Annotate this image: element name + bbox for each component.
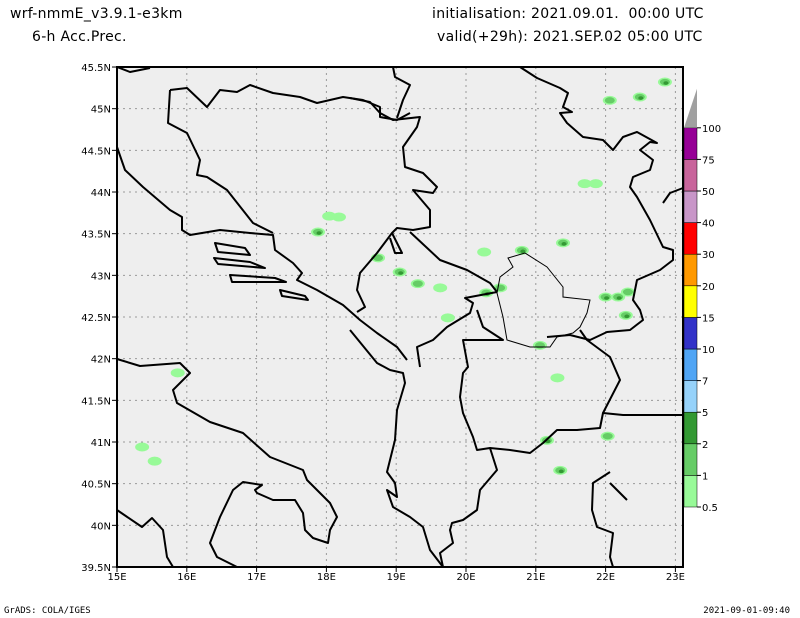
colorbar-segment (683, 317, 698, 350)
colorbar-label: 75 (702, 155, 715, 166)
colorbar-segment (683, 159, 698, 192)
lat-tick-label: 44.5N (81, 146, 111, 157)
colorbar-label: 10 (702, 345, 715, 356)
colorbar-label: 1 (702, 471, 708, 482)
lon-tick-label: 21E (526, 572, 545, 583)
precip-cell-peak (558, 469, 564, 474)
colorbar-segment (683, 285, 698, 318)
precip-cell (440, 313, 455, 323)
lat-tick-label: 39.5N (81, 563, 111, 574)
lon-tick-label: 15E (107, 572, 126, 583)
footer-credit: GrADS: COLA/IGES (4, 606, 91, 616)
initialisation-time: initialisation: 2021.09.01. 00:00 UTC (432, 6, 704, 22)
precip-cell (550, 373, 565, 383)
colorbar-label: 100 (702, 124, 721, 135)
precip-cell-peak (398, 271, 404, 275)
lat-tick-label: 41.5N (81, 396, 111, 407)
precip-cell-peak (316, 231, 322, 235)
lat-tick-label: 40.5N (81, 480, 111, 491)
lat-tick-label: 40N (91, 521, 111, 532)
lon-tick-label: 18E (317, 572, 336, 583)
precip-cell-peak (604, 296, 610, 300)
colorbar-label: 50 (702, 187, 715, 198)
colorbar-label: 40 (702, 219, 715, 230)
precip-cell-core (412, 280, 423, 287)
precip-cell-peak (663, 81, 669, 85)
lon-tick-label: 17E (247, 572, 266, 583)
lat-tick-label: 42N (91, 355, 111, 366)
colorbar-label: 5 (702, 408, 708, 419)
precip-cell (477, 247, 492, 257)
precip-cell (170, 368, 185, 378)
colorbar-segment (683, 443, 698, 476)
lat-tick-label: 44N (91, 188, 111, 199)
model-title: wrf-nmmE_v3.9.1-e3km (10, 6, 183, 22)
lon-tick-label: 16E (177, 572, 196, 583)
colorbar-label: 7 (702, 377, 708, 388)
precip-cell (588, 179, 603, 189)
coastlines-and-borders (116, 66, 684, 568)
precip-cell (135, 442, 150, 452)
colorbar-label: 30 (702, 250, 715, 261)
lon-tick-label: 20E (456, 572, 475, 583)
colorbar-label: 20 (702, 282, 715, 293)
footer-timestamp: 2021-09-01-09:40 (703, 606, 790, 616)
field-title: 6-h Acc.Prec. (32, 29, 127, 45)
colorbar-segment (683, 253, 698, 287)
precip-cell (331, 212, 346, 222)
lat-tick-label: 45.5N (81, 63, 111, 74)
precip-cell-peak (520, 249, 526, 254)
precip-cell-peak (616, 296, 622, 300)
lat-tick-label: 45N (91, 105, 111, 116)
precip-cells (135, 77, 672, 475)
axis-labels: 15E 16E 17E 18E 19E 20E 21E 22E 23E 39.5N 40N 40.5N… (81, 63, 685, 583)
colorbar-segment (683, 222, 698, 255)
lat-tick-label: 43.5N (81, 230, 111, 241)
precip-cell-core (534, 342, 545, 349)
colorbar: 0.5 1 2 5 7 10 15 20 30 40 50 75 100 (683, 88, 721, 514)
colorbar-label: 0.5 (702, 503, 718, 514)
colorbar-segment (683, 190, 698, 223)
lon-tick-label: 23E (666, 572, 685, 583)
precip-cell-core (604, 97, 615, 104)
valid-time: valid(+29h): 2021.SEP.02 05:00 UTC (437, 29, 703, 45)
precip-cell (577, 179, 592, 189)
colorbar-segment (683, 348, 698, 381)
precip-cell (147, 456, 162, 466)
lat-tick-label: 41N (91, 438, 111, 449)
colorbar-over-triangle (684, 88, 697, 128)
lat-tick-label: 43N (91, 271, 111, 282)
colorbar-segment (683, 127, 698, 160)
colorbar-segment (683, 380, 698, 413)
colorbar-label: 15 (702, 313, 715, 324)
colorbar-segment (683, 475, 698, 508)
colorbar-label: 2 (702, 440, 708, 451)
lon-tick-label: 19E (387, 572, 406, 583)
precip-cell-peak (638, 96, 644, 100)
precip-cell (433, 283, 448, 293)
precip-cell-core (602, 432, 613, 440)
lat-tick-label: 42.5N (81, 313, 111, 324)
precip-cell-core (622, 288, 633, 296)
precip-cell-peak (624, 314, 630, 319)
lon-tick-label: 22E (596, 572, 615, 583)
precip-cell-peak (561, 242, 567, 246)
colorbar-segment (683, 411, 698, 445)
